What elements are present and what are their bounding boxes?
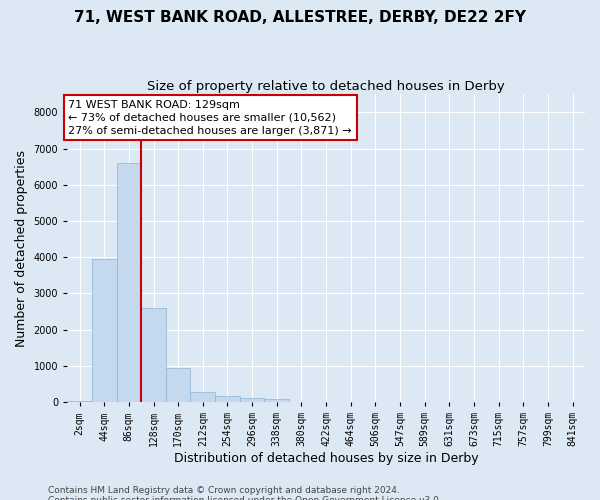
Bar [67, 401, 92, 402]
Bar [166, 368, 190, 402]
Bar [116, 163, 141, 402]
Text: Contains public sector information licensed under the Open Government Licence v3: Contains public sector information licen… [48, 496, 442, 500]
Y-axis label: Number of detached properties: Number of detached properties [15, 150, 28, 346]
Text: Contains HM Land Registry data © Crown copyright and database right 2024.: Contains HM Land Registry data © Crown c… [48, 486, 400, 495]
Text: 71, WEST BANK ROAD, ALLESTREE, DERBY, DE22 2FY: 71, WEST BANK ROAD, ALLESTREE, DERBY, DE… [74, 10, 526, 25]
Bar [240, 398, 265, 402]
Bar [190, 392, 215, 402]
Bar [215, 396, 240, 402]
X-axis label: Distribution of detached houses by size in Derby: Distribution of detached houses by size … [174, 452, 478, 465]
Title: Size of property relative to detached houses in Derby: Size of property relative to detached ho… [147, 80, 505, 93]
Text: 71 WEST BANK ROAD: 129sqm
← 73% of detached houses are smaller (10,562)
27% of s: 71 WEST BANK ROAD: 129sqm ← 73% of detac… [68, 100, 352, 136]
Bar [265, 398, 289, 402]
Bar [141, 308, 166, 402]
Bar [92, 259, 116, 402]
